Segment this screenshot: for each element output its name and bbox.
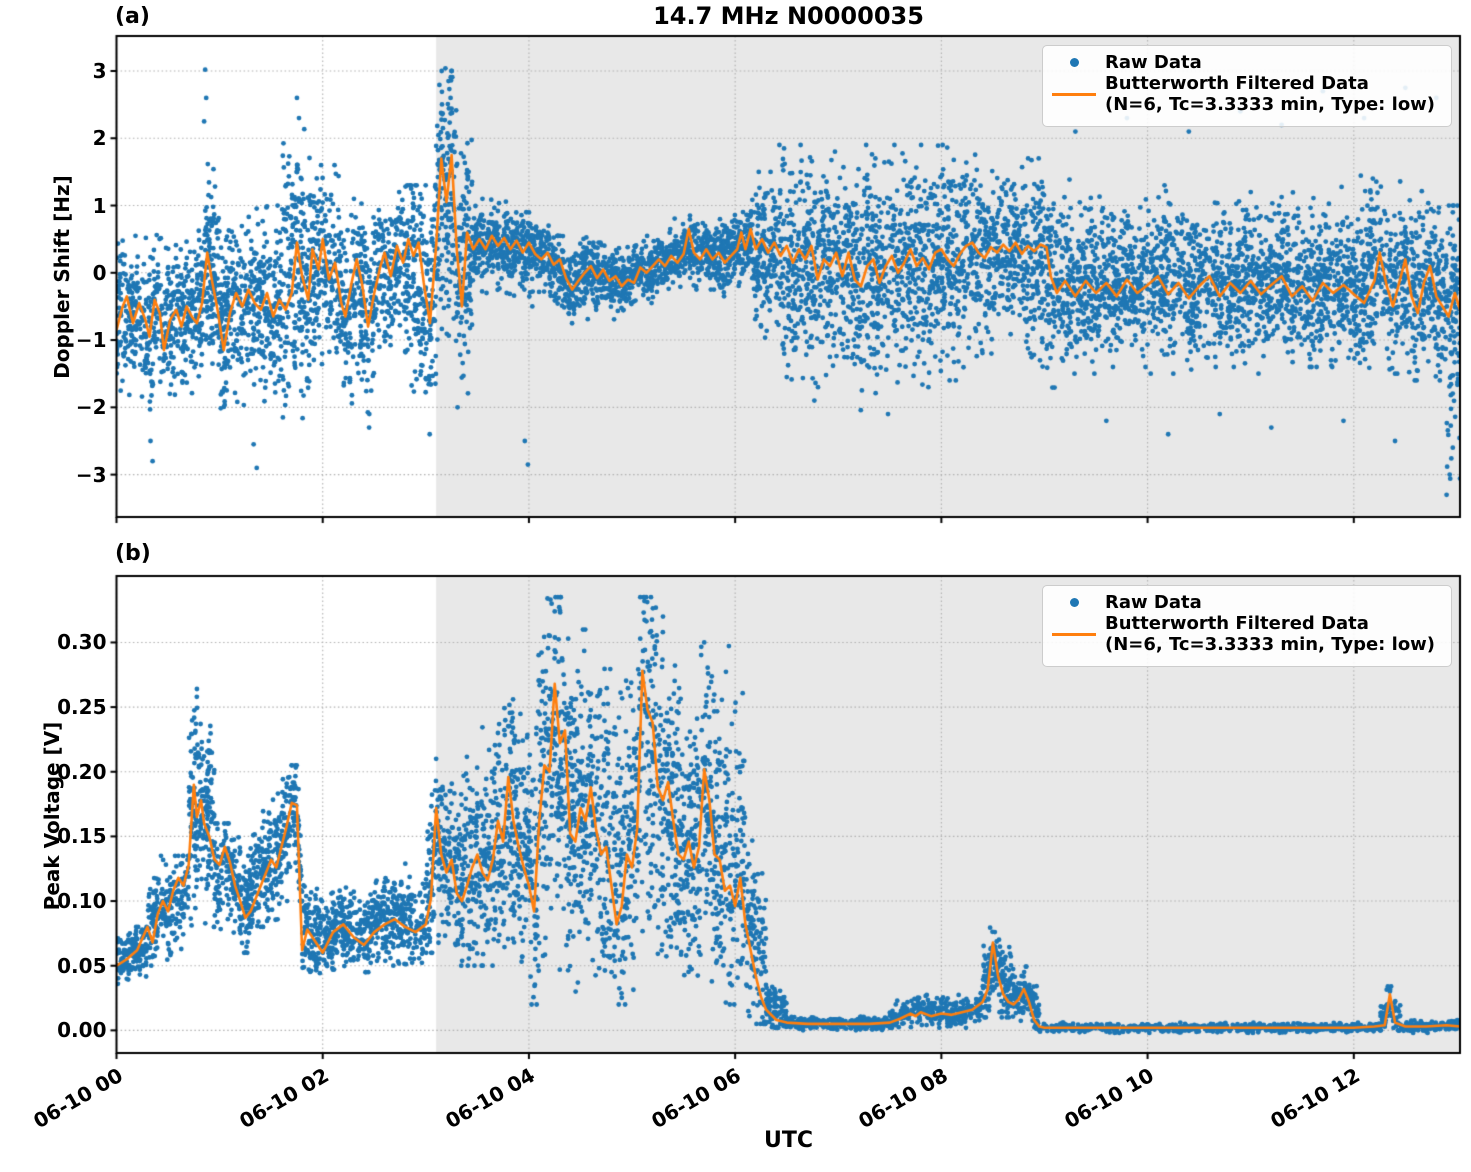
- y-tick-label-a: 0: [92, 260, 107, 285]
- y-tick-label-a: 2: [92, 126, 107, 151]
- legend-panel-a: Raw Data Butterworth Filtered Data (N=6,…: [1042, 45, 1452, 127]
- y-tick-label-a: −2: [75, 395, 107, 420]
- y-tick-label-a: −3: [75, 462, 107, 487]
- y-tick-label-b: 0.15: [57, 824, 107, 849]
- y-tick-label-b: 0.05: [57, 953, 107, 978]
- filtered-line-icon: [1043, 92, 1105, 96]
- legend-filtered-label-line2: (N=6, Tc=3.3333 min, Type: low): [1105, 94, 1436, 115]
- legend-row-filtered: Butterworth Filtered Data (N=6, Tc=3.333…: [1043, 613, 1443, 655]
- y-tick-label-b: 0.30: [57, 630, 107, 655]
- x-axis-label: UTC: [763, 1128, 814, 1153]
- legend-raw-label: Raw Data: [1105, 592, 1202, 613]
- raw-data-dot-icon: [1043, 598, 1105, 607]
- y-axis-label-a: Doppler Shift [Hz]: [50, 175, 74, 379]
- raw-data-dot-icon: [1043, 58, 1105, 67]
- legend-filtered-label-line1: Butterworth Filtered Data: [1105, 73, 1369, 94]
- y-tick-label-b: 0.25: [57, 695, 107, 720]
- legend-filtered-label: Butterworth Filtered Data (N=6, Tc=3.333…: [1105, 73, 1435, 115]
- legend-filtered-label-line2: (N=6, Tc=3.3333 min, Type: low): [1105, 634, 1436, 655]
- y-tick-label-b: 0.20: [57, 759, 107, 784]
- y-tick-label-b: 0.00: [57, 1018, 107, 1043]
- legend-row-raw: Raw Data: [1043, 592, 1443, 613]
- y-tick-label-a: 3: [92, 58, 107, 83]
- legend-row-raw: Raw Data: [1043, 52, 1443, 73]
- legend-raw-label: Raw Data: [1105, 52, 1202, 73]
- legend-row-filtered: Butterworth Filtered Data (N=6, Tc=3.333…: [1043, 73, 1443, 115]
- panel-b-label: (b): [115, 541, 151, 566]
- legend-filtered-label-line1: Butterworth Filtered Data: [1105, 613, 1369, 634]
- chart-title: 14.7 MHz N0000035: [653, 2, 924, 30]
- y-tick-label-a: 1: [92, 193, 107, 218]
- legend-panel-b: Raw Data Butterworth Filtered Data (N=6,…: [1042, 585, 1452, 667]
- y-tick-label-b: 0.10: [57, 889, 107, 914]
- filtered-line-icon: [1043, 632, 1105, 636]
- panel-a-label: (a): [115, 4, 150, 29]
- legend-filtered-label: Butterworth Filtered Data (N=6, Tc=3.333…: [1105, 613, 1435, 655]
- y-tick-label-a: −1: [75, 328, 107, 353]
